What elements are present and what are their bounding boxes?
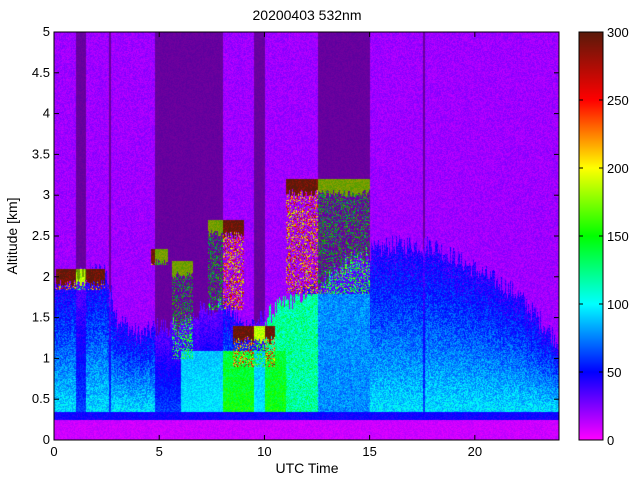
x-tick-label: 0: [50, 444, 57, 459]
y-tick-label: 2: [43, 269, 50, 284]
y-tick-label: 1: [43, 350, 50, 365]
colorbar-tick-label: 300: [607, 25, 629, 40]
y-tick-label: 3: [43, 187, 50, 202]
y-tick-label: 4.5: [32, 65, 50, 80]
y-tick-label: 1.5: [32, 310, 50, 325]
colorbar-ticks: 0 50 100 150 200 250 300: [579, 25, 629, 448]
x-axis: 0 5 10 15 20: [50, 32, 482, 459]
y-axis-label: Altitude [km]: [4, 197, 20, 274]
colorbar: 0 50 100 150 200 250 300: [578, 25, 629, 448]
y-tick-label: 4: [43, 106, 50, 121]
colorbar-tick-label: 200: [607, 161, 629, 176]
colorbar-tick-label: 250: [607, 93, 629, 108]
x-tick-label: 5: [156, 444, 163, 459]
colorbar-tick-label: 50: [607, 365, 621, 380]
x-tick-label: 20: [468, 444, 482, 459]
x-tick-label: 10: [257, 444, 271, 459]
y-axis: 0 0.5 1 1.5 2 2.5 3 3.5 4 4.5 5: [32, 24, 559, 447]
y-tick-label: 0: [43, 432, 50, 447]
chart-title: 20200403 532nm: [253, 7, 362, 23]
x-axis-label: UTC Time: [276, 460, 339, 476]
colorbar-tick-label: 150: [607, 229, 629, 244]
colorbar-tick-label: 100: [607, 297, 629, 312]
y-tick-label: 3.5: [32, 146, 50, 161]
x-tick-label: 15: [362, 444, 376, 459]
y-tick-label: 2.5: [32, 228, 50, 243]
colorbar-tick-label: 0: [607, 433, 614, 448]
y-tick-label: 5: [43, 24, 50, 39]
plot-area: [53, 31, 560, 441]
y-tick-label: 0.5: [32, 391, 50, 406]
backscatter-heatmap: [54, 32, 559, 440]
